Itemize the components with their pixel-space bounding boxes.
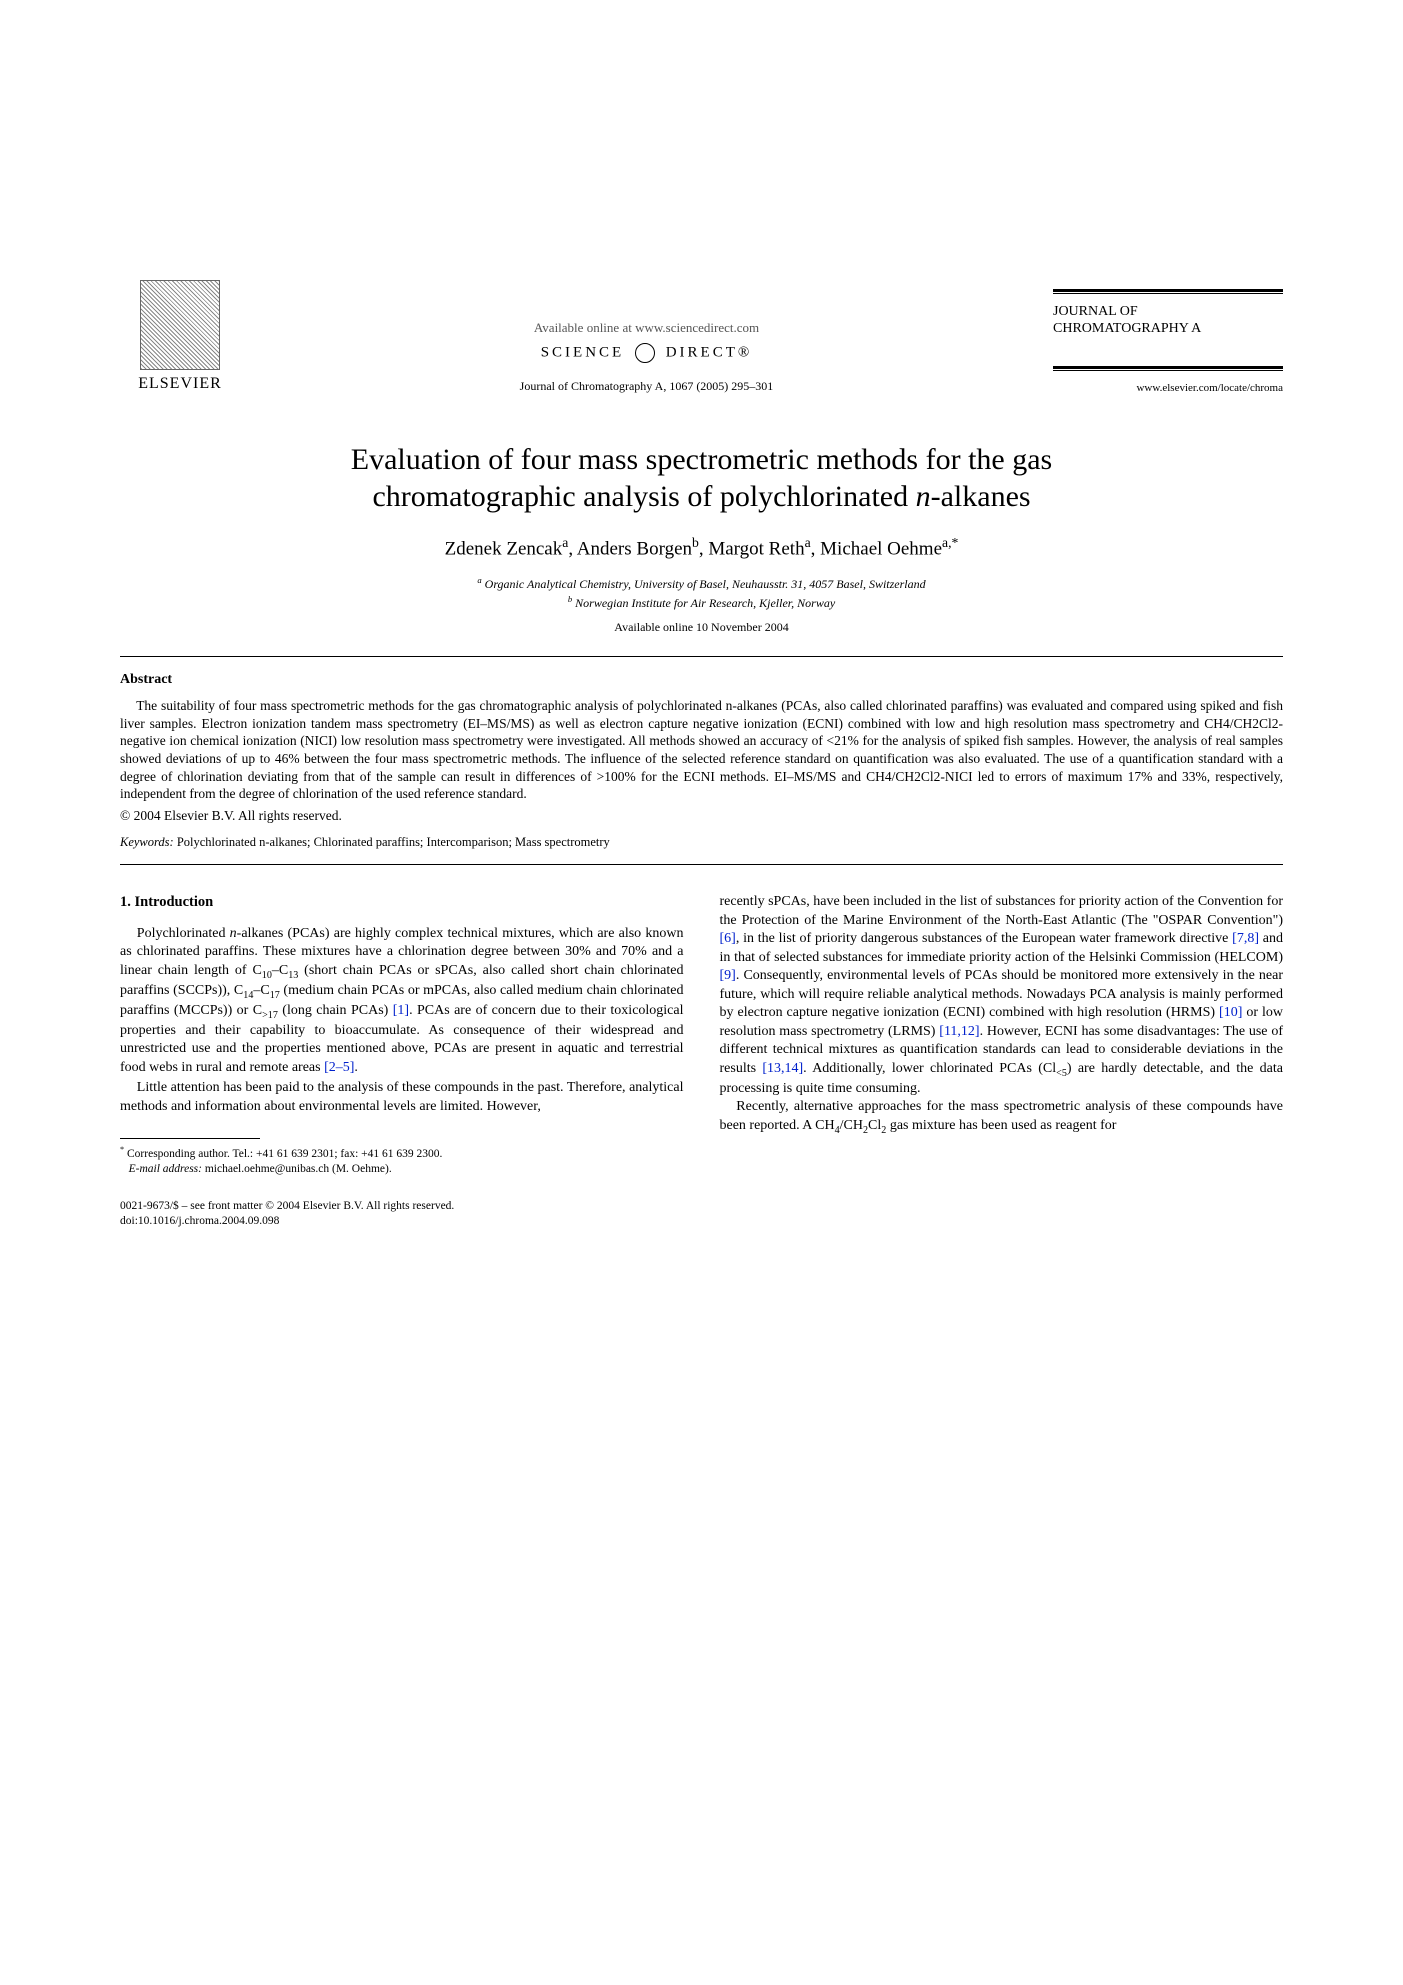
sciencedirect-compass-icon bbox=[635, 343, 655, 363]
journal-name-line2: CHROMATOGRAPHY A bbox=[1053, 321, 1201, 336]
rule-before-abstract bbox=[120, 656, 1283, 657]
footer-issn: 0021-9673/$ – see front matter © 2004 El… bbox=[120, 1200, 454, 1212]
author-3: Margot Reth bbox=[708, 538, 804, 559]
available-online-text: Available online at www.sciencedirect.co… bbox=[240, 320, 1053, 337]
intro-para-1-cont: recently sPCAs, have been included in th… bbox=[720, 893, 1284, 1098]
title-line2-ital: n bbox=[916, 480, 931, 513]
intro-para-3: Recently, alternative approaches for the… bbox=[720, 1098, 1284, 1137]
title-block: Evaluation of four mass spectrometric me… bbox=[120, 441, 1283, 636]
footnote-contact: Corresponding author. Tel.: +41 61 639 2… bbox=[124, 1148, 442, 1160]
rule-after-keywords bbox=[120, 864, 1283, 865]
ref-link-9[interactable]: [9] bbox=[720, 968, 736, 983]
keywords-label: Keywords: bbox=[120, 835, 174, 849]
author-list: Zdenek Zencaka, Anders Borgenb, Margot R… bbox=[120, 534, 1283, 562]
elsevier-tree-icon bbox=[140, 280, 220, 370]
body-columns: 1. Introduction Polychlorinated n-alkane… bbox=[120, 893, 1283, 1176]
journal-name: JOURNAL OF CHROMATOGRAPHY A bbox=[1053, 304, 1283, 338]
affiliations: a Organic Analytical Chemistry, Universi… bbox=[120, 574, 1283, 636]
copyright-line: © 2004 Elsevier B.V. All rights reserved… bbox=[120, 807, 1283, 825]
ref-link-1[interactable]: [1] bbox=[393, 1003, 409, 1018]
journal-url[interactable]: www.elsevier.com/locate/chroma bbox=[1053, 381, 1283, 395]
keywords-text: Polychlorinated n-alkanes; Chlorinated p… bbox=[174, 835, 610, 849]
center-header: Available online at www.sciencedirect.co… bbox=[240, 320, 1053, 394]
right-column: recently sPCAs, have been included in th… bbox=[720, 893, 1284, 1176]
ref-link-11-12[interactable]: [11,12] bbox=[939, 1024, 979, 1039]
title-line2b: -alkanes bbox=[931, 480, 1031, 513]
abstract-section: Abstract The suitability of four mass sp… bbox=[120, 671, 1283, 824]
rule-thin bbox=[1053, 293, 1283, 294]
left-column: 1. Introduction Polychlorinated n-alkane… bbox=[120, 893, 684, 1176]
journal-header: ELSEVIER Available online at www.science… bbox=[120, 280, 1283, 395]
ref-link-7-8[interactable]: [7,8] bbox=[1232, 931, 1259, 946]
sciencedirect-right: DIRECT® bbox=[666, 345, 753, 361]
citation-line: Journal of Chromatography A, 1067 (2005)… bbox=[240, 379, 1053, 395]
publisher-name: ELSEVIER bbox=[138, 374, 222, 395]
keywords-line: Keywords: Polychlorinated n-alkanes; Chl… bbox=[120, 834, 1283, 850]
corresponding-star: * bbox=[952, 535, 959, 550]
ref-link-6[interactable]: [6] bbox=[720, 931, 736, 946]
title-line2a: chromatographic analysis of polychlorina… bbox=[372, 480, 915, 513]
author-4-affil: a, bbox=[942, 535, 952, 550]
author-2: Anders Borgen bbox=[577, 538, 692, 559]
rule-thick bbox=[1053, 289, 1283, 292]
journal-title-block: JOURNAL OF CHROMATOGRAPHY A www.elsevier… bbox=[1053, 289, 1283, 395]
sciencedirect-left: SCIENCE bbox=[541, 345, 625, 361]
paper-title: Evaluation of four mass spectrometric me… bbox=[120, 441, 1283, 516]
intro-para-2: Little attention has been paid to the an… bbox=[120, 1079, 684, 1116]
section-1-heading: 1. Introduction bbox=[120, 893, 684, 912]
journal-name-line1: JOURNAL OF bbox=[1053, 304, 1138, 319]
corresponding-footnote: * Corresponding author. Tel.: +41 61 639… bbox=[120, 1145, 684, 1177]
rule-thick-2 bbox=[1053, 366, 1283, 369]
title-line1: Evaluation of four mass spectrometric me… bbox=[351, 443, 1052, 476]
abstract-heading: Abstract bbox=[120, 671, 1283, 689]
ref-link-10[interactable]: [10] bbox=[1219, 1005, 1242, 1020]
author-1: Zdenek Zencak bbox=[445, 538, 563, 559]
ref-link-13-14[interactable]: [13,14] bbox=[762, 1061, 803, 1076]
intro-para-1: Polychlorinated n-alkanes (PCAs) are hig… bbox=[120, 925, 684, 1078]
affil-a: Organic Analytical Chemistry, University… bbox=[482, 577, 926, 591]
author-2-affil: b bbox=[692, 535, 699, 550]
footer-doi: doi:10.1016/j.chroma.2004.09.098 bbox=[120, 1215, 279, 1227]
publisher-logo-block: ELSEVIER bbox=[120, 280, 240, 395]
footnote-rule bbox=[120, 1138, 260, 1139]
footnote-email-label: E-mail address: bbox=[129, 1163, 202, 1175]
footnote-email[interactable]: michael.oehme@unibas.ch (M. Oehme). bbox=[202, 1163, 392, 1175]
author-3-affil: a bbox=[805, 535, 811, 550]
sciencedirect-brand: SCIENCE DIRECT® bbox=[240, 343, 1053, 363]
ref-link-2-5[interactable]: [2–5] bbox=[324, 1060, 354, 1075]
author-1-affil: a bbox=[562, 535, 568, 550]
abstract-body: The suitability of four mass spectrometr… bbox=[120, 697, 1283, 802]
affil-b: Norwegian Institute for Air Research, Kj… bbox=[572, 596, 835, 610]
publication-date: Available online 10 November 2004 bbox=[120, 619, 1283, 636]
footer-meta: 0021-9673/$ – see front matter © 2004 El… bbox=[120, 1199, 1283, 1229]
author-4: Michael Oehme bbox=[820, 538, 942, 559]
rule-thin-2 bbox=[1053, 370, 1283, 371]
